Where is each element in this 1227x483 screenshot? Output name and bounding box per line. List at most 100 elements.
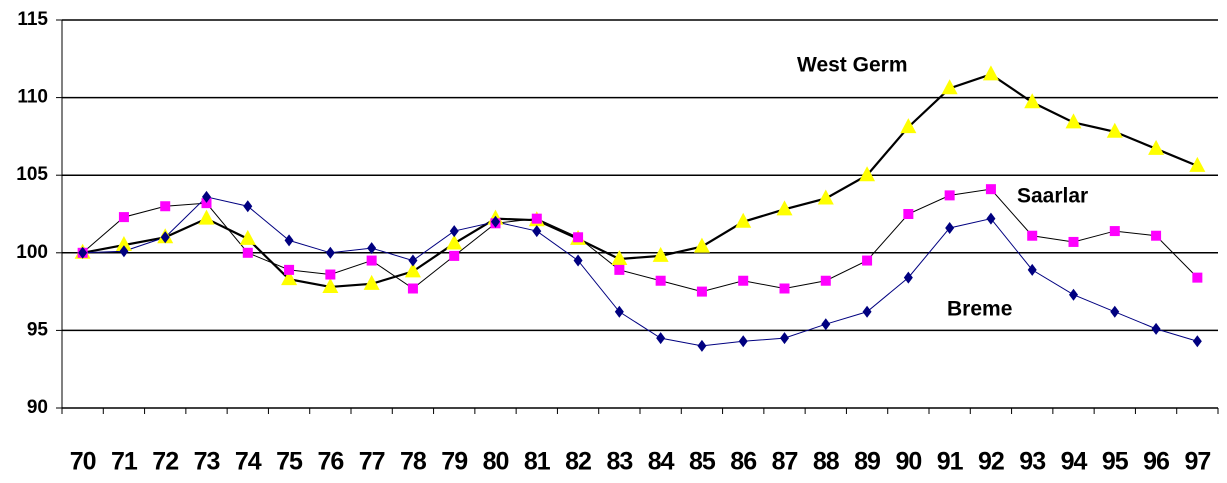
- x-tick-label: 88: [813, 448, 840, 476]
- marker: [243, 200, 253, 213]
- marker: [652, 246, 669, 262]
- x-tick-label: 80: [483, 448, 509, 476]
- marker: [532, 225, 542, 238]
- marker: [1069, 288, 1078, 301]
- x-tick-label: 70: [70, 448, 96, 476]
- x-tick-label: 89: [854, 448, 880, 476]
- marker: [1027, 263, 1037, 276]
- marker: [160, 201, 171, 212]
- marker: [1068, 236, 1079, 247]
- marker: [611, 250, 628, 266]
- marker: [1151, 230, 1162, 241]
- x-tick-label: 76: [317, 448, 343, 476]
- series-line: [82, 73, 1198, 289]
- x-tick-label: 94: [1061, 448, 1088, 476]
- marker: [531, 213, 542, 224]
- marker: [656, 332, 666, 345]
- x-tick-label: 83: [606, 448, 632, 476]
- marker: [776, 200, 793, 216]
- marker: [281, 270, 298, 286]
- series-label: West Germ: [797, 54, 908, 77]
- x-tick-label: 90: [895, 448, 921, 476]
- marker: [903, 209, 914, 219]
- marker: [198, 209, 215, 225]
- marker: [115, 236, 132, 252]
- marker: [614, 264, 625, 275]
- marker: [325, 246, 335, 259]
- x-tick-label: 85: [689, 448, 716, 476]
- marker: [242, 247, 253, 258]
- x-tick-label: 86: [730, 448, 756, 476]
- x-tick-label: 92: [978, 448, 1004, 476]
- marker: [449, 225, 459, 238]
- x-tick-label: 82: [565, 448, 591, 476]
- marker: [985, 184, 996, 195]
- marker: [1027, 230, 1038, 241]
- marker: [284, 264, 295, 275]
- marker: [1192, 335, 1202, 348]
- marker: [366, 255, 377, 266]
- y-tick-label: 95: [27, 319, 49, 340]
- marker: [982, 65, 999, 81]
- marker: [945, 221, 955, 234]
- marker: [407, 283, 418, 294]
- x-tick-label: 73: [194, 448, 220, 476]
- marker: [404, 262, 421, 278]
- marker: [202, 190, 211, 203]
- y-tick-label: 90: [27, 397, 48, 418]
- marker: [118, 212, 129, 223]
- marker: [817, 189, 834, 205]
- y-tick-label: 110: [17, 87, 48, 108]
- marker: [735, 212, 752, 228]
- y-tick-label: 115: [17, 9, 48, 30]
- marker: [1189, 156, 1206, 172]
- marker: [780, 332, 789, 345]
- x-tick-label: 79: [441, 448, 467, 476]
- x-tick-label: 96: [1143, 448, 1169, 476]
- marker: [941, 79, 958, 95]
- marker: [903, 271, 913, 284]
- marker: [1024, 93, 1041, 109]
- marker: [1110, 305, 1120, 318]
- marker: [201, 198, 212, 209]
- marker: [614, 305, 624, 318]
- marker: [78, 246, 88, 259]
- marker: [697, 339, 707, 352]
- marker: [573, 232, 584, 243]
- marker: [862, 255, 873, 266]
- marker: [446, 234, 463, 250]
- series-line: [82, 188, 1198, 293]
- marker: [696, 286, 707, 297]
- marker: [859, 166, 876, 182]
- x-tick-label: 72: [152, 448, 178, 476]
- marker: [1106, 122, 1123, 138]
- marker: [491, 215, 500, 228]
- x-tick-label: 74: [235, 448, 262, 476]
- marker: [160, 231, 170, 244]
- marker: [284, 234, 294, 247]
- x-tick-label: 95: [1102, 448, 1129, 476]
- marker: [325, 269, 336, 280]
- marker: [738, 335, 748, 348]
- marker: [408, 254, 418, 267]
- y-tick-label: 100: [16, 242, 48, 263]
- marker: [986, 212, 996, 225]
- marker: [1192, 272, 1203, 283]
- x-tick-label: 91: [937, 448, 964, 476]
- marker: [1148, 139, 1165, 155]
- x-tick-label: 81: [524, 448, 551, 476]
- marker: [693, 237, 710, 253]
- marker: [1065, 113, 1082, 129]
- x-tick-label: 84: [648, 448, 675, 476]
- marker: [239, 229, 256, 245]
- marker: [363, 274, 380, 290]
- marker: [779, 283, 790, 294]
- x-tick-label: 87: [772, 448, 798, 476]
- series-line: [82, 196, 1198, 347]
- marker: [655, 275, 666, 286]
- marker: [820, 275, 831, 286]
- x-tick-label: 77: [359, 448, 385, 476]
- marker: [862, 305, 872, 318]
- x-tick-label: 93: [1019, 448, 1045, 476]
